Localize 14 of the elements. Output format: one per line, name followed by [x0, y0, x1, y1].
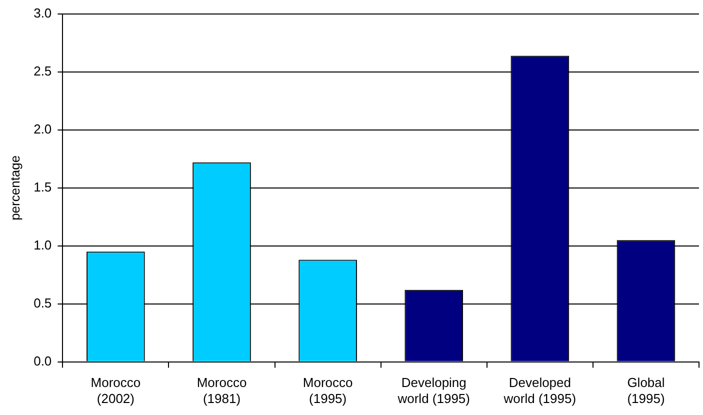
y-axis-title: percentage	[7, 155, 22, 220]
y-tick-label: 1.0	[34, 237, 52, 252]
y-tick-label: 2.5	[34, 64, 52, 79]
x-tick-label: Developing world (1995)	[396, 375, 470, 406]
x-tick-label: Global (1995)	[627, 375, 665, 406]
x-tick-label: Morocco (1995)	[302, 375, 353, 406]
x-tick-label: Morocco (1981)	[196, 375, 247, 406]
y-tick-label: 1.5	[34, 179, 52, 194]
y-tick-label: 0.5	[34, 295, 52, 310]
x-tick-label: Morocco (2002)	[90, 375, 141, 406]
y-tick-label: 0.0	[34, 353, 52, 368]
y-tick-label: 3.0	[34, 6, 52, 21]
y-tick-label: 2.0	[34, 122, 52, 137]
x-tick-label: Developed world (1995)	[502, 375, 576, 406]
